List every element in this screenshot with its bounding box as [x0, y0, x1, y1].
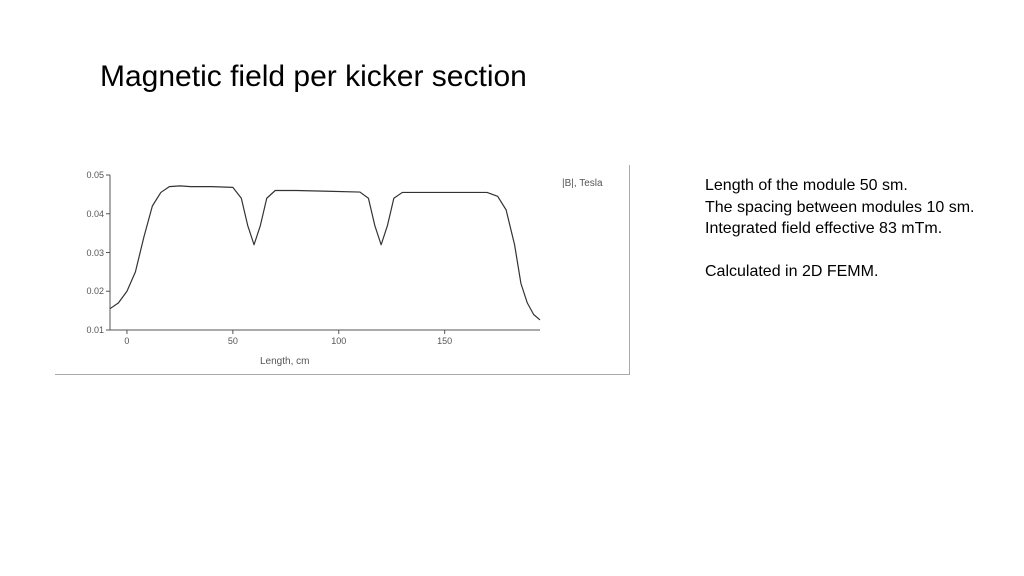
description-text: Length of the module 50 sm. The spacing …: [705, 175, 975, 283]
xtick-label: 100: [319, 336, 359, 346]
ytick-label: 0.01: [64, 325, 104, 335]
slide: Magnetic field per kicker section |B|, T…: [0, 0, 1024, 576]
ytick-label: 0.02: [64, 286, 104, 296]
slide-title: Magnetic field per kicker section: [100, 60, 527, 94]
ytick-label: 0.03: [64, 248, 104, 258]
magnetic-field-chart: [70, 170, 550, 340]
xtick-label: 50: [213, 336, 253, 346]
chart-legend: |B|, Tesla: [562, 178, 603, 189]
desc-line-4: Calculated in 2D FEMM.: [705, 263, 878, 280]
desc-line-3: Integrated field effective 83 mTm.: [705, 220, 942, 237]
desc-line-1: Length of the module 50 sm.: [705, 177, 908, 194]
xtick-label: 0: [107, 336, 147, 346]
ytick-label: 0.05: [64, 170, 104, 180]
ytick-label: 0.04: [64, 209, 104, 219]
xtick-label: 150: [425, 336, 465, 346]
desc-line-2: The spacing between modules 10 sm.: [705, 199, 974, 216]
x-axis-label: Length, cm: [260, 356, 309, 367]
